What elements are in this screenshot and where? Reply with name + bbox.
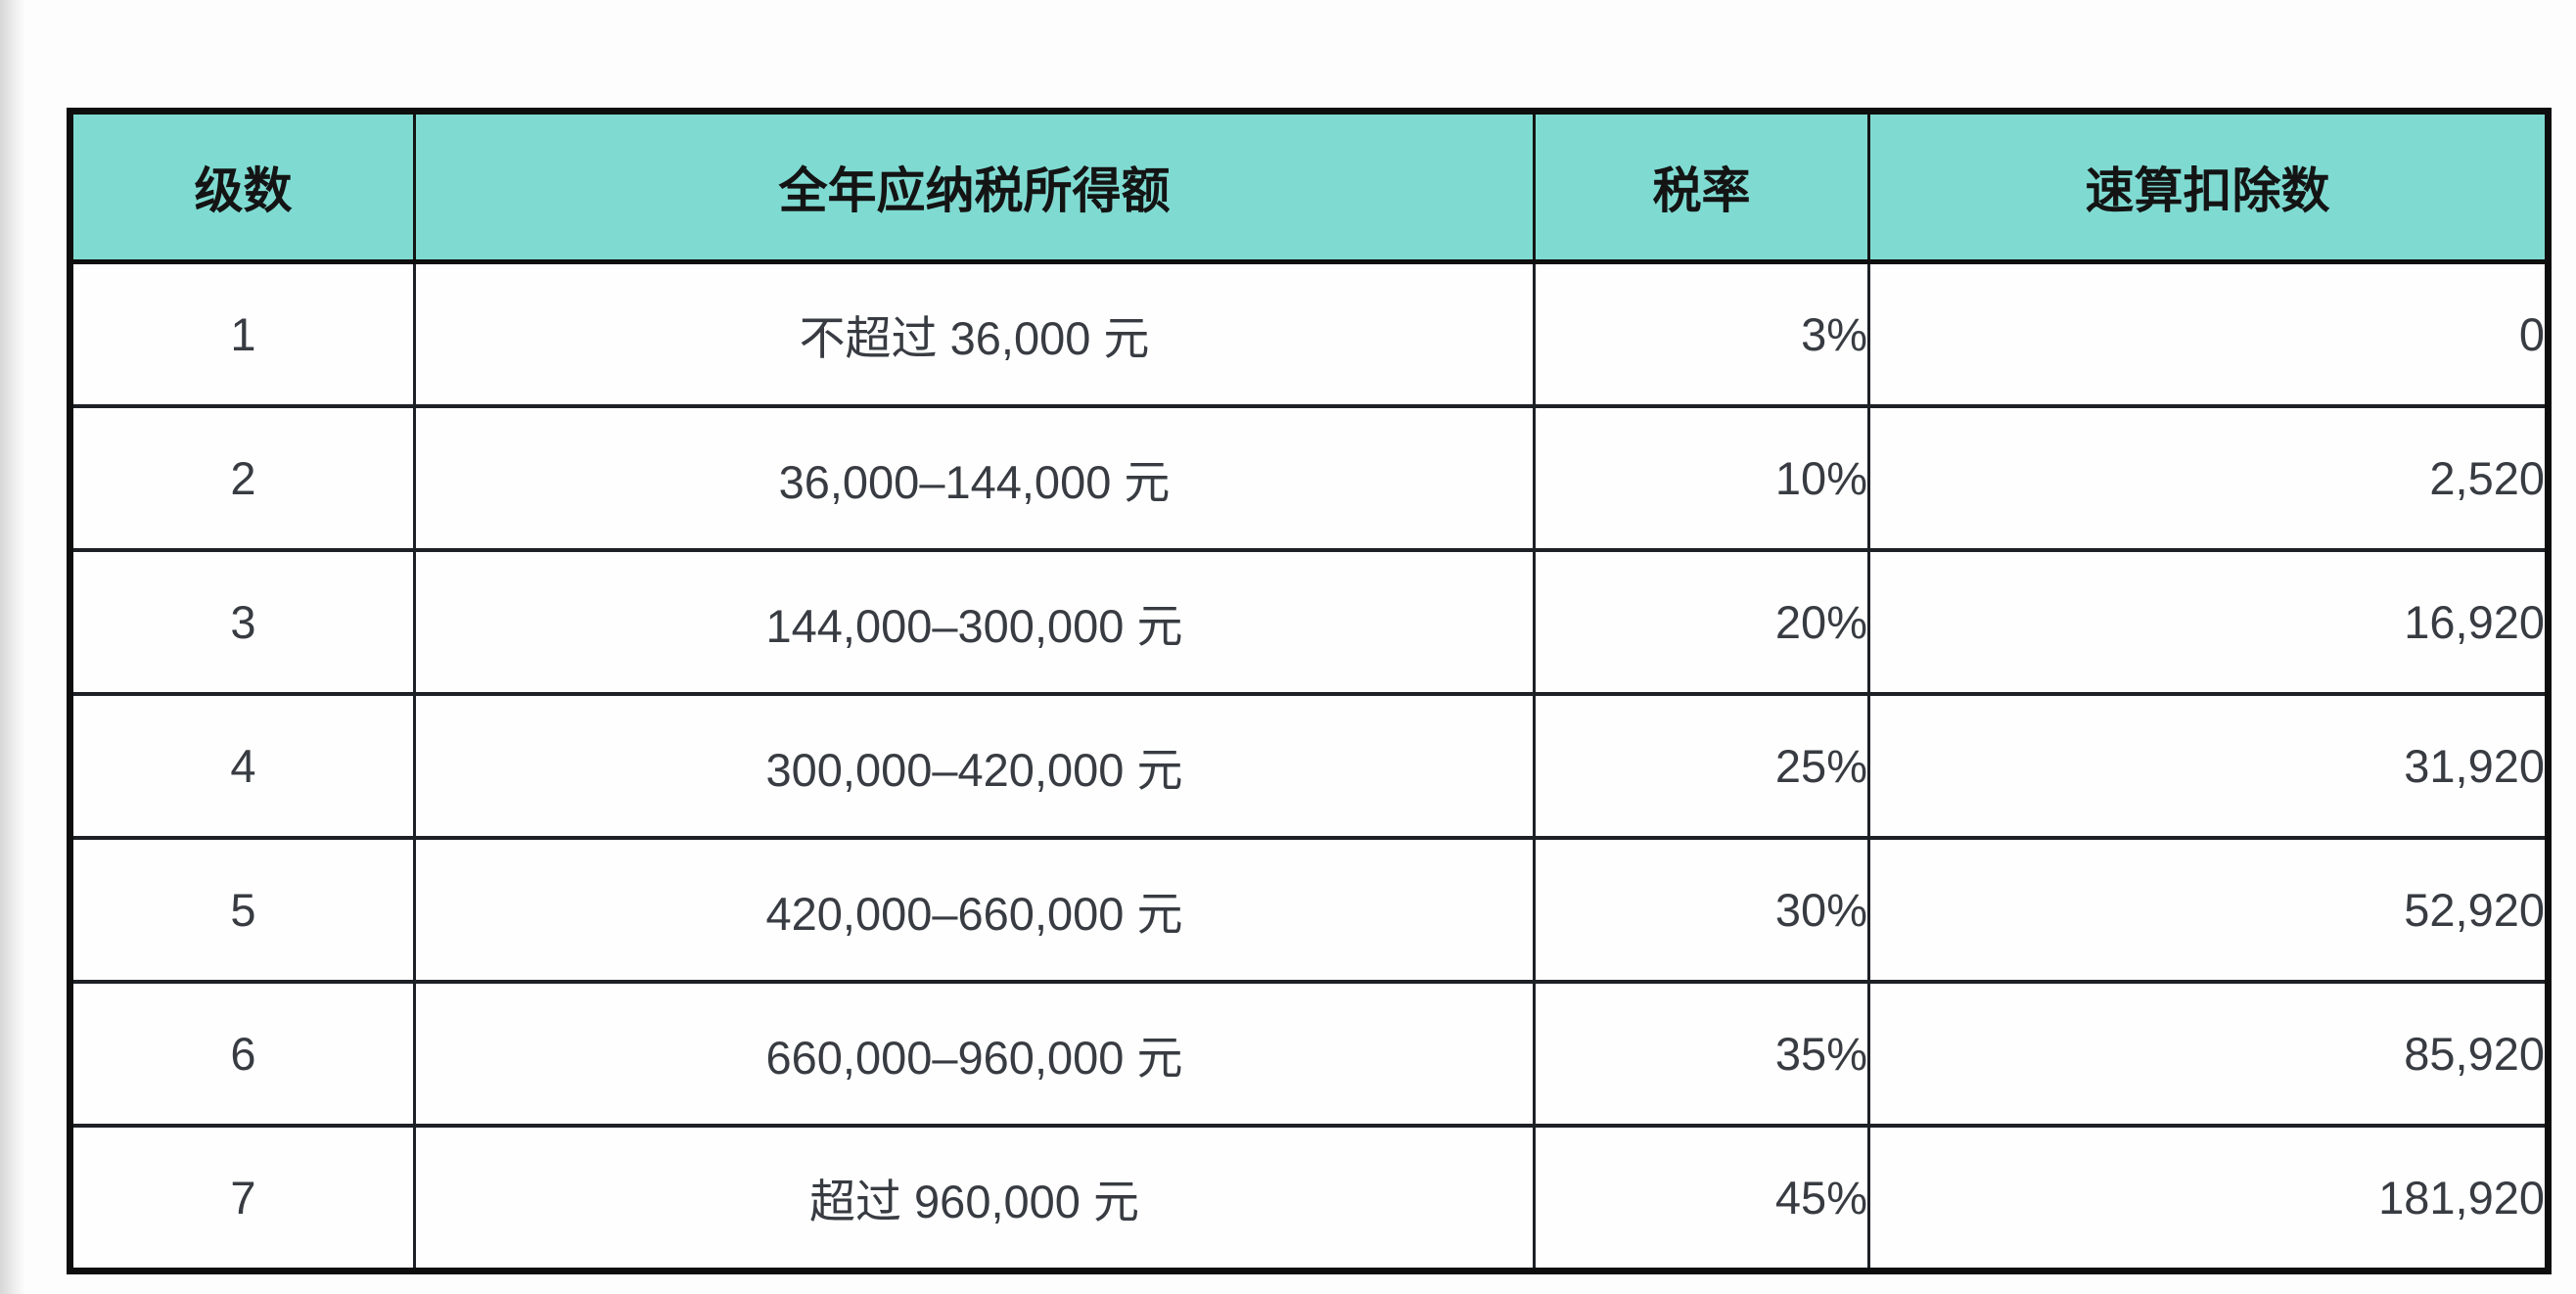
cell-deduction: 16,920	[1867, 547, 2550, 696]
cell-rate: 10%	[1533, 404, 1870, 552]
table-row: 2 36,000–144,000 元 10% 2,520	[69, 404, 2550, 552]
cell-level: 7	[69, 1123, 416, 1273]
header-cell-rate: 税率	[1533, 110, 1870, 264]
table-row: 4 300,000–420,000 元 25% 31,920	[69, 691, 2550, 840]
header-cell-income: 全年应纳税所得额	[413, 110, 1536, 264]
cell-deduction: 31,920	[1867, 691, 2550, 840]
table-row: 1 不超过 36,000 元 3% 0	[69, 259, 2550, 408]
table-row: 5 420,000–660,000 元 30% 52,920	[69, 835, 2550, 984]
cell-income: 660,000–960,000 元	[413, 979, 1536, 1128]
cell-deduction: 85,920	[1867, 979, 2550, 1128]
cell-level: 5	[69, 835, 416, 984]
cell-level: 6	[69, 979, 416, 1128]
tax-bracket-table: 级数 全年应纳税所得额 税率 速算扣除数 1 不超过 36,000 元 3% 0…	[67, 108, 2552, 1274]
page-left-edge-shade	[0, 0, 25, 1294]
cell-deduction: 0	[1867, 259, 2550, 408]
cell-deduction: 2,520	[1867, 404, 2550, 552]
cell-level: 1	[69, 259, 416, 408]
cell-level: 4	[69, 691, 416, 840]
cell-rate: 30%	[1533, 835, 1870, 984]
cell-income: 144,000–300,000 元	[413, 547, 1536, 696]
cell-income: 超过 960,000 元	[413, 1123, 1536, 1273]
cell-level: 2	[69, 404, 416, 552]
cell-rate: 25%	[1533, 691, 1870, 840]
cell-deduction: 52,920	[1867, 835, 2550, 984]
cell-income: 300,000–420,000 元	[413, 691, 1536, 840]
table-row: 7 超过 960,000 元 45% 181,920	[69, 1123, 2550, 1273]
header-cell-level: 级数	[69, 110, 416, 264]
cell-income: 36,000–144,000 元	[413, 404, 1536, 552]
cell-rate: 20%	[1533, 547, 1870, 696]
cell-income: 420,000–660,000 元	[413, 835, 1536, 984]
cell-deduction: 181,920	[1867, 1123, 2550, 1273]
table-row: 3 144,000–300,000 元 20% 16,920	[69, 547, 2550, 696]
cell-rate: 45%	[1533, 1123, 1870, 1273]
header-row: 级数 全年应纳税所得额 税率 速算扣除数	[69, 110, 2550, 264]
cell-rate: 3%	[1533, 259, 1870, 408]
cell-level: 3	[69, 547, 416, 696]
cell-income: 不超过 36,000 元	[413, 259, 1536, 408]
header-cell-deduction: 速算扣除数	[1867, 110, 2550, 264]
cell-rate: 35%	[1533, 979, 1870, 1128]
table-row: 6 660,000–960,000 元 35% 85,920	[69, 979, 2550, 1128]
